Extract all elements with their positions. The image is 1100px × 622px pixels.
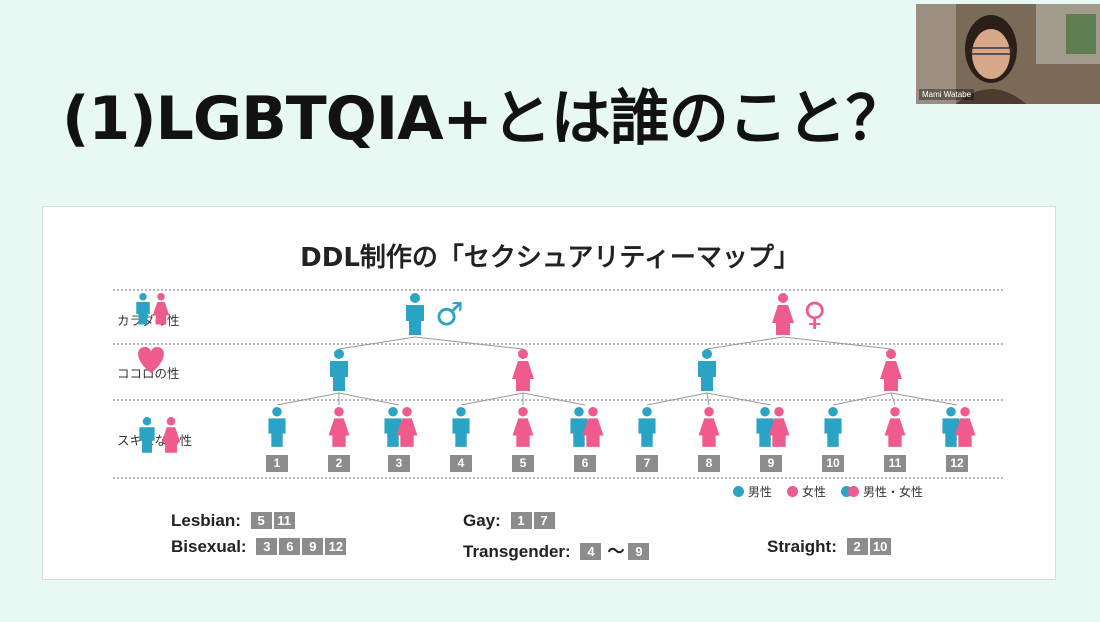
attraction-male-figure-icon <box>384 407 402 447</box>
row-separator <box>113 477 1003 479</box>
figure-number-box: 7 <box>636 455 658 472</box>
category-number-box: 11 <box>273 512 295 529</box>
tree-line <box>646 392 708 406</box>
category-number-box: 9 <box>302 538 324 555</box>
tree-line <box>338 336 416 350</box>
attraction-female-figure-icon <box>884 407 906 447</box>
attraction-male-figure-icon <box>756 407 774 447</box>
category-gay-label: Gay: <box>463 511 501 530</box>
figure-number-box: 2 <box>328 455 350 472</box>
legend: 男性 女性 男性・女性 <box>733 483 923 500</box>
category-lesbian-label: Lesbian: <box>171 511 241 530</box>
attraction-female-figure-icon <box>396 407 418 447</box>
range-tilde: 〜 <box>607 542 625 561</box>
attraction-male-figure-icon <box>638 407 656 447</box>
body-female-figure-icon <box>772 293 794 335</box>
figure-number-box: 9 <box>760 455 782 472</box>
attraction-male-figure-icon <box>824 407 842 447</box>
participant-video-tile[interactable]: Mami Watabe <box>916 4 1100 104</box>
tree-line <box>414 336 524 350</box>
figure-number-box: 11 <box>884 455 906 472</box>
body-row-male-icon <box>136 293 150 325</box>
category-number-box: 4 <box>580 543 602 560</box>
figure-number-box: 10 <box>822 455 844 472</box>
attraction-female-figure-icon <box>768 407 790 447</box>
category-transgender-label: Transgender: <box>463 542 571 561</box>
category-straight-label: Straight: <box>767 537 837 556</box>
tree-line <box>832 392 892 406</box>
heart-male-figure-icon <box>330 349 348 391</box>
tree-line <box>276 392 340 406</box>
attraction-row-male-icon <box>139 417 155 453</box>
tree-line <box>890 392 896 406</box>
attraction-female-figure-icon <box>582 407 604 447</box>
figure-number-box: 3 <box>388 455 410 472</box>
category-bisexual-label: Bisexual: <box>171 537 247 556</box>
category-number-box: 9 <box>628 543 650 560</box>
heart-icon <box>138 347 164 373</box>
participant-name: Mami Watabe <box>919 89 975 100</box>
category-straight: Straight: 2 10 <box>767 537 893 557</box>
body-row-female-icon <box>152 293 170 325</box>
heart-female-figure-icon <box>512 349 534 391</box>
attraction-male-figure-icon <box>452 407 470 447</box>
figure-number-box: 6 <box>574 455 596 472</box>
figure-number-box: 4 <box>450 455 472 472</box>
legend-both-dot-female <box>848 486 860 497</box>
category-number-box: 6 <box>279 538 301 555</box>
row-label-heart: ココロの性 <box>117 366 180 381</box>
attraction-male-figure-icon <box>570 407 588 447</box>
attraction-female-figure-icon <box>954 407 976 447</box>
slide-title: (1)LGBTQIA+とは誰のこと？ <box>62 84 906 154</box>
legend-female-dot <box>787 486 799 497</box>
row-separator <box>113 343 1003 345</box>
heart-female-figure-icon <box>880 349 902 391</box>
participant-avatar <box>916 4 1100 104</box>
category-number-box: 10 <box>869 538 891 555</box>
category-number-box: 5 <box>250 512 272 529</box>
tree-line <box>706 392 710 406</box>
attraction-female-figure-icon <box>328 407 350 447</box>
attraction-male-figure-icon <box>268 407 286 447</box>
male-symbol-icon: ♂ <box>435 295 464 333</box>
category-number-box: 12 <box>325 538 347 555</box>
legend-female-label: 女性 <box>801 485 826 499</box>
map-title: DDL制作の「セクシュアリティーマップ」 <box>300 243 800 273</box>
figure-number-box: 8 <box>698 455 720 472</box>
sexuality-map-card: DDL制作の「セクシュアリティーマップ」 カラダの性 ココロの性 スキになる性 … <box>42 206 1056 580</box>
tree-line <box>522 392 586 406</box>
attraction-female-figure-icon <box>698 407 720 447</box>
heart-male-figure-icon <box>698 349 716 391</box>
tree-line <box>890 392 958 406</box>
tree-line <box>782 336 892 350</box>
category-number-box: 1 <box>510 512 532 529</box>
legend-both-dot-male <box>841 486 853 497</box>
category-number-box: 7 <box>533 512 555 529</box>
tree-line <box>338 392 400 406</box>
attraction-female-figure-icon <box>512 407 534 447</box>
tree-line <box>706 336 784 350</box>
category-number-box: 2 <box>846 538 868 555</box>
legend-male-dot <box>733 486 744 497</box>
legend-both-label: 男性・女性 <box>863 485 924 499</box>
figure-layer <box>136 293 976 453</box>
category-lesbian: Lesbian: 5 11 <box>171 511 297 531</box>
body-male-figure-icon <box>406 293 424 335</box>
legend-male-label: 男性 <box>747 485 772 499</box>
category-bisexual: Bisexual: 3 6 9 12 <box>171 537 348 557</box>
row-separator <box>113 289 1003 291</box>
tree-line <box>706 392 772 406</box>
figure-number-box: 5 <box>512 455 534 472</box>
attraction-male-figure-icon <box>942 407 960 447</box>
female-symbol-icon: ♀ <box>803 295 827 333</box>
figure-number-box: 1 <box>266 455 288 472</box>
attraction-row-female-icon <box>161 417 181 453</box>
figure-number-box: 12 <box>946 455 968 472</box>
category-transgender: Transgender: 4 〜 9 <box>463 537 651 562</box>
category-number-box: 3 <box>256 538 278 555</box>
tree-line <box>460 392 524 406</box>
